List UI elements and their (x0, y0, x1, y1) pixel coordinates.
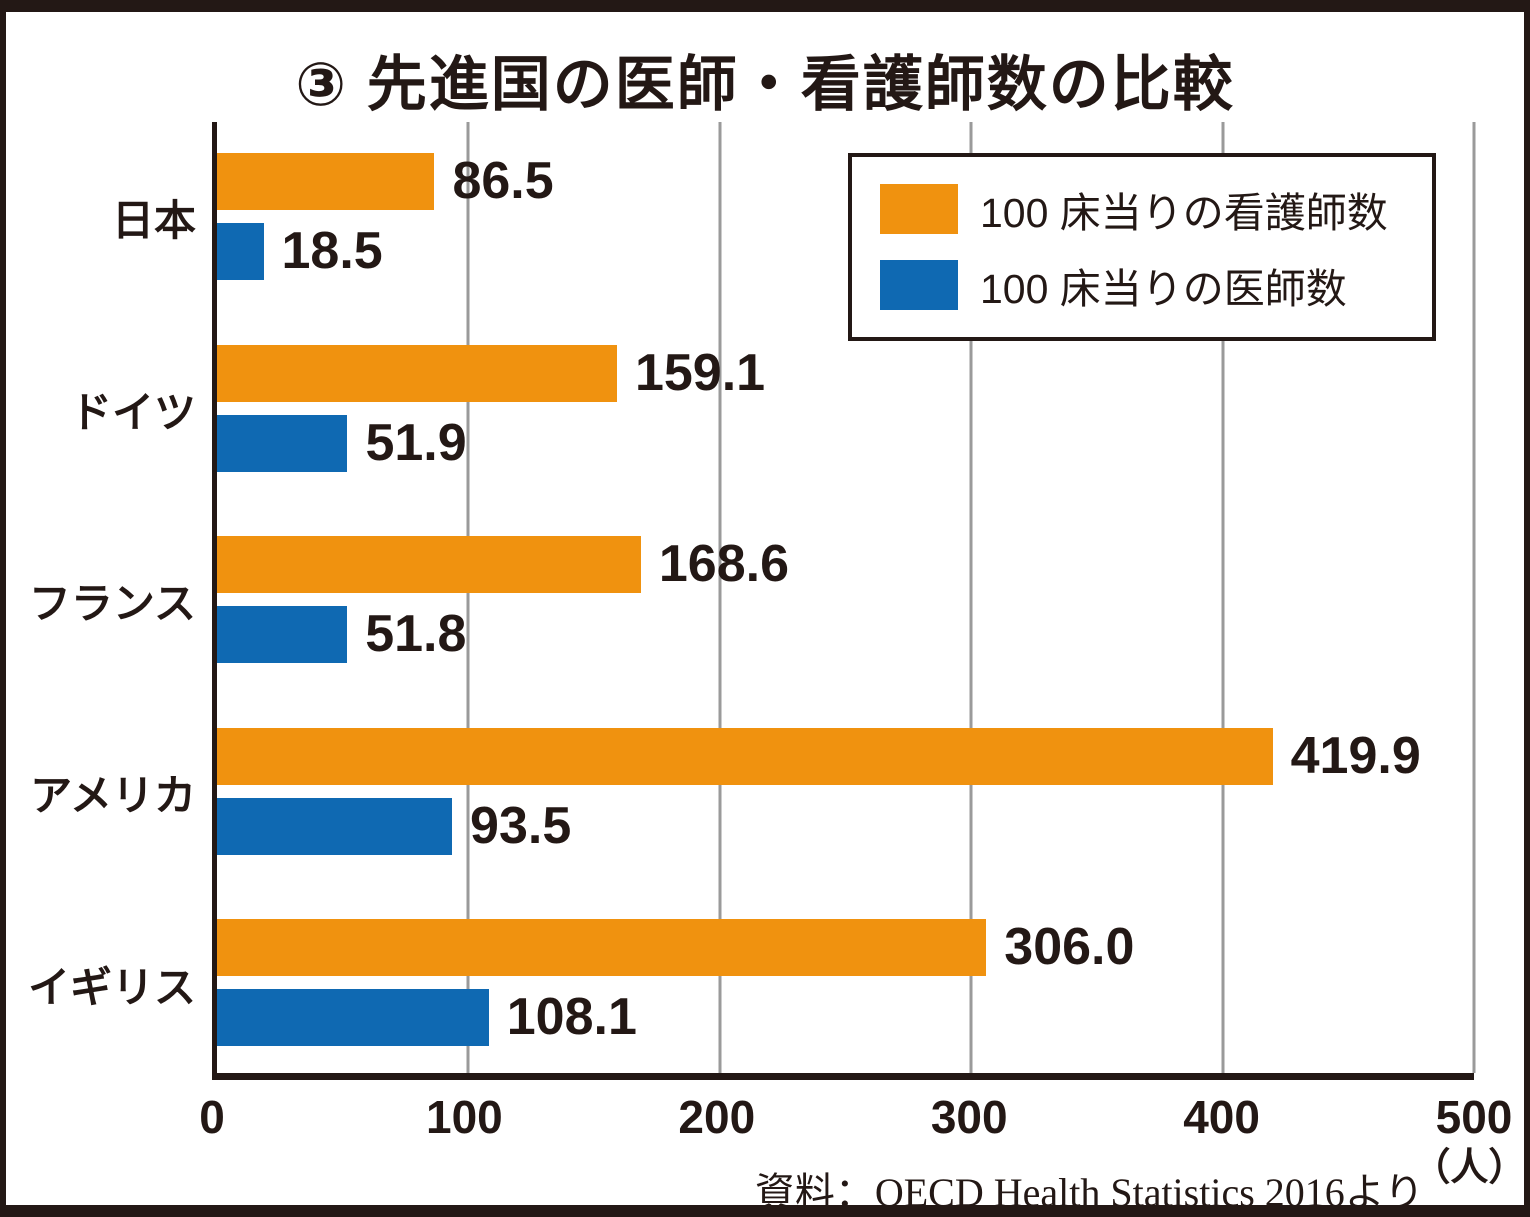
legend-swatch-doctors (880, 260, 958, 310)
bar-row: 51.8 (217, 605, 1474, 664)
nurses-bar-france (217, 536, 641, 594)
legend-item-doctors: 100 床当りの医師数 (880, 255, 1408, 315)
value-label: 51.8 (365, 605, 467, 664)
nurses-bar-uk (217, 919, 987, 977)
category-label-germany: ドイツ (69, 388, 196, 436)
value-label: 419.9 (1290, 726, 1421, 785)
gridline-200 (718, 122, 722, 1073)
bar-row: 168.6 (217, 535, 1474, 594)
category-axis: 日本 ドイツ フランス アメリカ イギリス (6, 122, 212, 1080)
legend-label-nurses: 100 床当りの看護師数 (980, 190, 1388, 236)
doctors-bar-usa (217, 797, 453, 855)
doctors-bar-france (217, 606, 348, 664)
value-label: 306.0 (1004, 918, 1135, 977)
bar-row: 419.9 (217, 726, 1474, 785)
category-label-usa: アメリカ (30, 772, 196, 820)
gridline-500 (1472, 122, 1476, 1073)
legend-swatch-nurses (880, 184, 958, 234)
axis-unit-label: （人） (1412, 1147, 1527, 1189)
legend-label-doctors: 100 床当りの医師数 (980, 266, 1347, 312)
bar-row: 18.5 (217, 223, 1474, 280)
bar-group-france: 168.6 51.8 (217, 505, 1474, 697)
category-label-japan: 日本 (111, 197, 196, 245)
value-label: 159.1 (634, 343, 766, 402)
bar-group-usa: 419.9 93.5 (217, 697, 1474, 889)
x-tick-100: 100 (426, 1091, 503, 1143)
value-label: 168.6 (658, 535, 789, 594)
bar-group-japan: 86.5 18.5 (217, 122, 1474, 314)
legend-item-nurses: 100 床当りの看護師数 (880, 179, 1408, 239)
value-label: 86.5 (452, 152, 554, 210)
value-label: 93.5 (470, 796, 572, 855)
category-label-france: フランス (28, 580, 196, 628)
x-tick-0: 0 (199, 1091, 225, 1143)
nurses-bar-germany (217, 344, 617, 402)
bar-row: 159.1 (217, 343, 1474, 402)
value-label: 108.1 (506, 988, 637, 1047)
bar-row: 306.0 (217, 918, 1474, 977)
source-credit: 資料：OECD Health Statistics 2016より (754, 1170, 1424, 1215)
x-axis: 0 100 200 300 400 500 （人） (199, 1090, 1524, 1189)
gridline-100 (466, 122, 470, 1073)
plot-area: 100 床当りの看護師数 100 床当りの医師数 86.5 18.5 (212, 122, 1476, 1080)
x-tick-400: 400 (1183, 1091, 1260, 1143)
x-tick-300: 300 (930, 1091, 1008, 1143)
bar-group-germany: 159.1 51.9 (217, 314, 1474, 506)
value-label: 18.5 (281, 222, 383, 280)
doctors-bar-japan (217, 223, 264, 280)
doctors-bar-germany (217, 414, 348, 472)
value-label: 51.9 (365, 413, 467, 472)
bar-row: 51.9 (217, 413, 1474, 472)
bar-row: 86.5 (217, 153, 1474, 210)
nurses-bar-usa (217, 727, 1273, 785)
legend: 100 床当りの看護師数 100 床当りの医師数 (848, 153, 1436, 341)
chart-title: ③ 先進国の医師・看護師数の比較 (295, 51, 1235, 118)
chart-area: 日本 ドイツ フランス アメリカ イギリス 100 床当りの看護師数 100 床… (6, 122, 1524, 1080)
doctors-bar-uk (217, 989, 489, 1047)
category-label-uk: イギリス (27, 963, 196, 1011)
nurses-bar-japan (217, 153, 435, 210)
bar-group-uk: 306.0 108.1 (217, 888, 1474, 1080)
x-tick-500: 500 (1435, 1091, 1513, 1143)
gridline-400 (1221, 122, 1225, 1073)
gridline-300 (969, 122, 973, 1073)
x-tick-200: 200 (678, 1091, 756, 1143)
bar-row: 93.5 (217, 796, 1474, 855)
bar-row: 108.1 (217, 988, 1474, 1047)
